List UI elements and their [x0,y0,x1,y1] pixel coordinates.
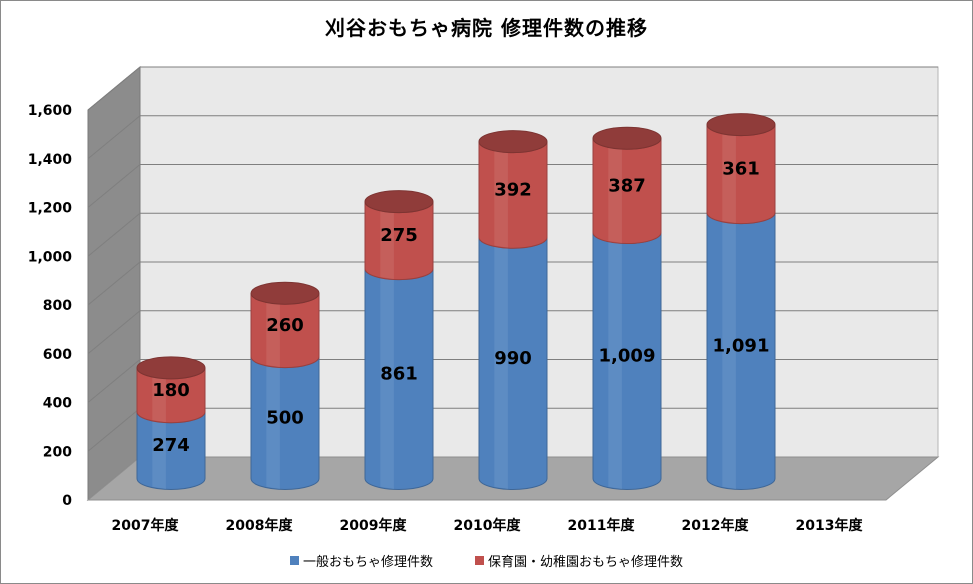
bar-top-cap [136,356,206,380]
bar-highlight [266,295,280,368]
gridline [87,115,938,160]
bar-highlight [608,140,622,244]
legend-swatch-nursery [475,556,484,565]
gridline [87,359,938,403]
bar-highlight [494,239,508,489]
y-tick-label: 200 [43,444,72,460]
data-label: 990 [494,348,532,369]
data-label: 392 [494,179,532,200]
y-tick-label: 600 [43,347,72,363]
legend-label-nursery: 保育園・幼稚園おもちゃ修理件数 [488,555,684,570]
data-label: 361 [722,159,760,180]
legend-item-nursery: 保育園・幼稚園おもちゃ修理件数 [475,551,683,570]
bar-top-cap [706,113,776,137]
gridline [87,66,938,111]
y-tick-label: 1,400 [28,152,73,168]
y-tick-label: 1,200 [28,201,73,217]
chart-title: 刈谷おもちゃ病院 修理件数の推移 [325,16,648,40]
gridline [87,212,938,257]
bar-top-cap [250,281,320,305]
gridline [87,261,938,306]
bar-highlight [380,270,394,489]
bar-top-cap [478,130,548,154]
bar-highlight [380,203,394,280]
x-tick-label: 2007年度 [112,517,180,534]
x-tick-label: 2013年度 [796,517,864,534]
bar-highlight [608,234,622,489]
bar-highlight [152,413,166,489]
data-label: 1,091 [713,336,770,357]
y-tick-label: 400 [43,396,72,412]
x-tick-label: 2011年度 [568,517,636,534]
data-label: 1,009 [599,346,656,367]
bar-top-cap [364,190,434,214]
bar-highlight [266,358,280,489]
x-tick-label: 2008年度 [226,517,294,534]
x-tick-label: 2009年度 [340,517,408,534]
legend-swatch-general [289,556,299,565]
data-label: 180 [152,380,190,401]
data-label: 260 [266,315,304,336]
x-tick-label: 2012年度 [682,517,750,534]
y-tick-label: 0 [62,493,72,509]
data-label: 861 [380,364,418,385]
x-tick-label: 2010年度 [454,517,522,534]
y-tick-label: 1,000 [28,249,73,265]
legend: 一般おもちゃ修理件数 保育園・幼稚園おもちゃ修理件数 [0,551,973,570]
gridline [87,310,938,355]
bar-highlight [152,369,166,423]
data-label: 387 [608,175,646,196]
bar-highlight [722,214,736,489]
legend-item-general: 一般おもちゃ修理件数 [289,551,433,570]
data-label: 274 [152,435,190,456]
y-tick-label: 800 [43,298,72,314]
data-label: 500 [266,408,304,429]
bar-highlight [722,126,736,224]
data-label: 275 [380,225,418,246]
gridline [87,164,938,208]
y-tick-label: 1,600 [28,103,73,119]
legend-label-general: 一般おもちゃ修理件数 [302,555,433,570]
bar-top-cap [592,126,662,150]
bar-highlight [494,143,508,248]
